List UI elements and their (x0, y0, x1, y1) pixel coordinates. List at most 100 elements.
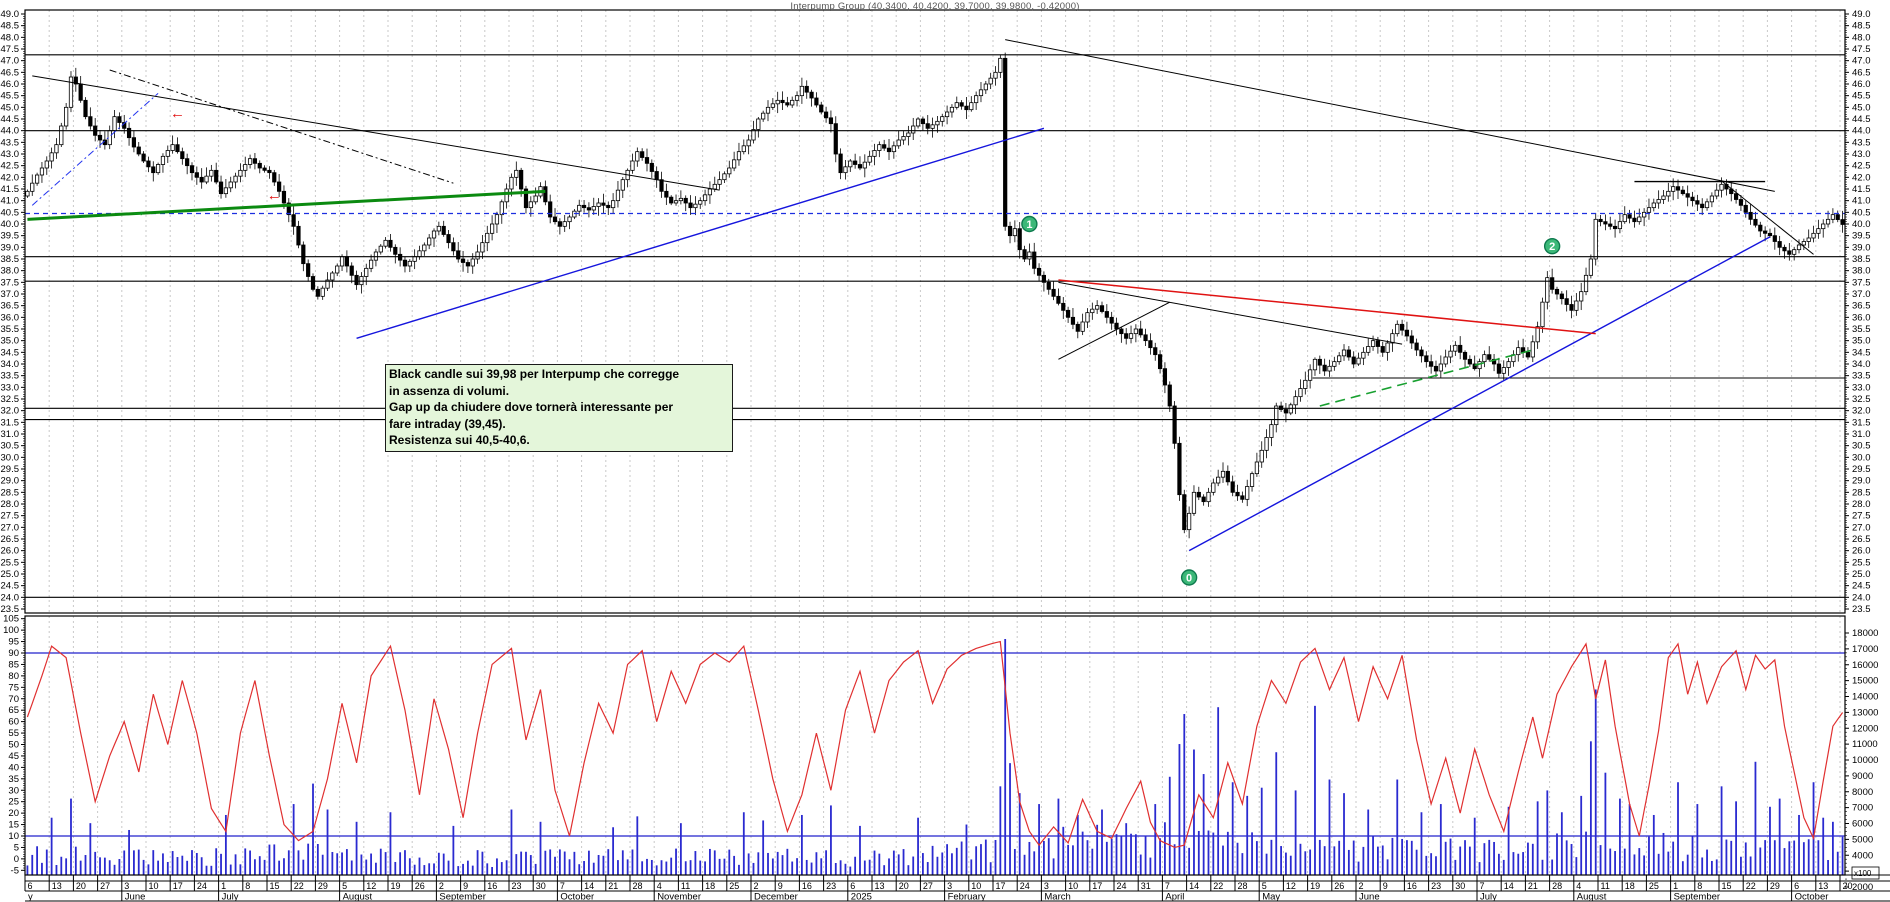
week-label: 10 (971, 881, 981, 891)
price-tick-label: 38.0 (1852, 266, 1871, 277)
volume-tick-label: 16000 (1852, 660, 1878, 671)
marker-1[interactable]: 1 (1021, 215, 1038, 233)
price-tick-label: 49.0 (1, 9, 20, 20)
price-tick-label: 29.0 (1, 476, 20, 487)
price-tick-label: 31.5 (1852, 417, 1871, 428)
week-label: 10 (149, 881, 159, 891)
annotation-line: Black candle sui 39,98 per Interpump che… (389, 367, 680, 381)
week-label: 18 (1625, 881, 1635, 891)
price-tick-label: 26.0 (1852, 546, 1871, 557)
price-tick-label: 27.0 (1852, 522, 1871, 533)
week-label: 28 (1238, 881, 1248, 891)
price-tick-label: 33.0 (1, 382, 20, 393)
week-label: 28 (1552, 881, 1562, 891)
price-tick-label: 47.5 (1, 44, 20, 55)
price-tick-label: 48.5 (1852, 21, 1871, 32)
week-label: 12 (1286, 881, 1296, 891)
trend-line[interactable] (1721, 180, 1814, 255)
week-label: 3 (124, 881, 129, 891)
price-tick-label: 26.0 (1, 546, 20, 557)
price-tick-label: 29.0 (1852, 476, 1871, 487)
trend-line[interactable] (1188, 236, 1771, 552)
volume-tick-label: 11000 (1852, 739, 1878, 750)
month-label: March (1044, 892, 1070, 902)
volume-tick-label: 8000 (1852, 787, 1873, 798)
price-tick-label: 29.5 (1, 464, 20, 475)
trend-line[interactable] (1058, 281, 1403, 345)
trend-line[interactable] (109, 69, 454, 184)
week-label: 23 (1431, 881, 1441, 891)
week-label: 26 (1334, 881, 1344, 891)
arrow-marker[interactable]: → (131, 203, 146, 220)
price-tick-label: 30.5 (1852, 441, 1871, 452)
week-label: 27 (923, 881, 933, 891)
x-axis: 6 13 20 27 3 10 17 24 1 8 15 22 29 5 12 19 26 2 9 16 23 30 7 14… (24, 874, 1890, 902)
week-label: 3 (947, 881, 952, 891)
oscillator-line[interactable] (26, 640, 1844, 849)
week-label: 20 (899, 881, 909, 891)
price-tick-label: 30.5 (1, 441, 20, 452)
trend-line[interactable] (1319, 349, 1533, 407)
price-tick-label: 33.5 (1852, 371, 1871, 382)
month-label: y (28, 892, 33, 902)
week-label: 2 (439, 881, 444, 891)
week-label: 2 (754, 881, 759, 891)
price-tick-label: 24.5 (1852, 581, 1871, 592)
price-tick-label: 48.0 (1, 32, 20, 43)
annotation-note[interactable]: Black candle sui 39,98 per Interpump che… (385, 364, 733, 452)
price-tick-label: 28.0 (1, 499, 20, 510)
week-label: 5 (342, 881, 347, 891)
arrow-marker[interactable]: ← (170, 105, 185, 122)
marker-0[interactable]: 0 (1180, 569, 1198, 586)
price-tick-label: 39.0 (1, 242, 20, 253)
panel-borders (24, 9, 1846, 876)
week-label: 4 (657, 881, 662, 891)
month-label: November (657, 892, 701, 902)
price-tick-label: 46.0 (1852, 79, 1871, 90)
price-tick-label: 35.5 (1, 324, 20, 335)
trend-line[interactable] (1058, 301, 1170, 360)
price-tick-label: 44.0 (1852, 126, 1871, 137)
price-tick-label: 28.5 (1852, 487, 1871, 498)
trend-lines (27, 39, 1814, 552)
oscillator-tick-label: 95 (8, 637, 19, 648)
price-tick-label: 46.0 (1, 79, 20, 90)
week-label: 28 (633, 881, 643, 891)
oscillator-tick-label: 10 (8, 831, 19, 842)
price-tick-label: 40.0 (1852, 219, 1871, 230)
volume-tick-label: 7000 (1852, 803, 1873, 814)
oscillator-tick-label: 0 (14, 854, 19, 865)
week-label: 13 (52, 881, 62, 891)
price-tick-label: 34.0 (1, 359, 20, 370)
price-tick-label: 25.0 (1, 569, 20, 580)
annotation-line: fare intraday (39,45). (389, 416, 506, 431)
trend-line[interactable] (32, 75, 720, 191)
week-label: 7 (1480, 881, 1485, 891)
price-tick-label: 34.5 (1, 347, 20, 358)
week-label: 11 (681, 881, 690, 891)
price-tick-label: 25.5 (1852, 557, 1871, 568)
week-label: 21 (1528, 881, 1538, 891)
week-label: 27 (100, 881, 110, 891)
week-label: 6 (850, 881, 855, 891)
volume-tick-label: 4000 (1852, 850, 1873, 861)
week-label: 11 (1601, 881, 1610, 891)
volume-tick-label: 12000 (1852, 723, 1878, 734)
arrow-marker[interactable]: ← (267, 187, 282, 204)
trend-line[interactable] (1005, 39, 1775, 192)
candlesticks (25, 52, 1845, 539)
marker-number: 0 (1186, 572, 1192, 584)
trend-line[interactable] (356, 127, 1045, 339)
trend-line[interactable] (1058, 279, 1596, 335)
marker-number: 2 (1549, 241, 1555, 253)
price-tick-label: 33.5 (1, 371, 20, 382)
price-tick-label: 45.0 (1, 102, 20, 113)
price-tick-label: 35.5 (1852, 324, 1871, 335)
month-label: September (439, 892, 485, 902)
marker-2[interactable]: 2 (1543, 237, 1561, 255)
trend-line[interactable] (27, 189, 546, 221)
trend-line[interactable] (31, 92, 159, 206)
oscillator-tick-label: 60 (8, 717, 19, 728)
price-tick-label: 29.5 (1852, 464, 1871, 475)
